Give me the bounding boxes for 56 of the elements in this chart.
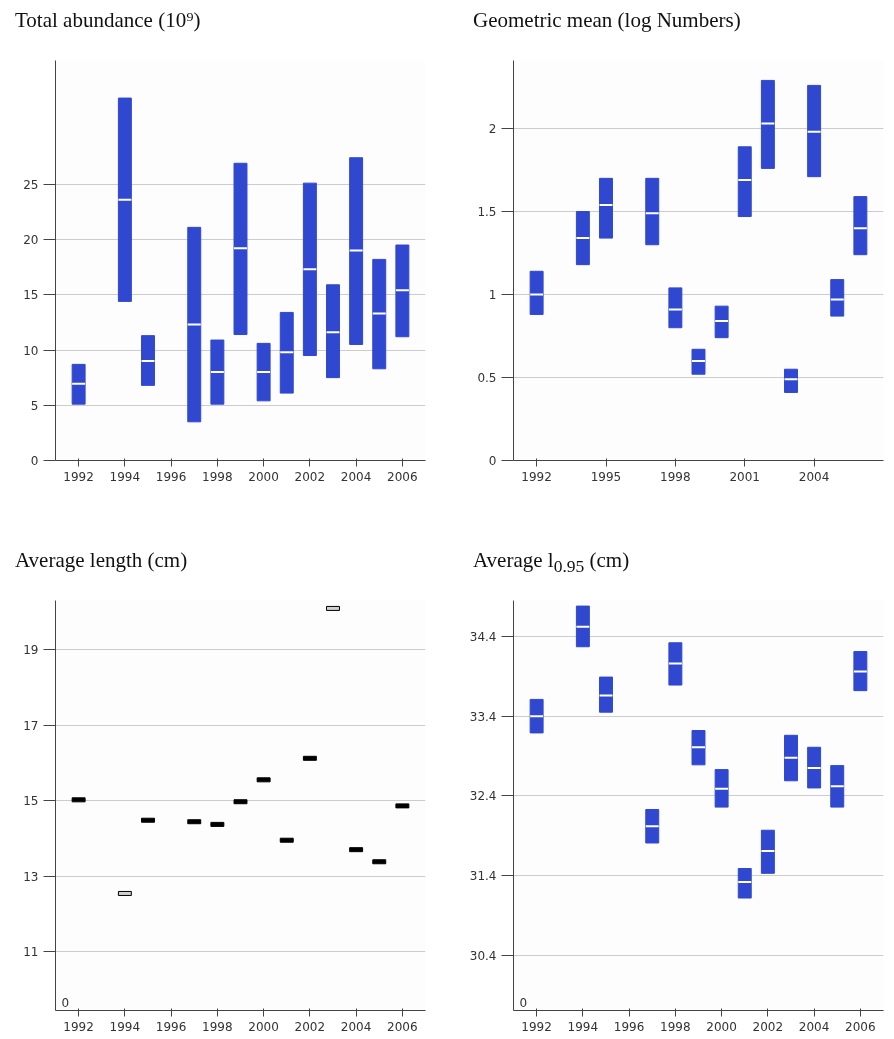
y-tick-label: 15 [23,288,39,303]
x-tick-label: 2006 [845,1019,876,1034]
annotation: 0 [519,995,528,1010]
x-tick-label: 1998 [660,469,691,484]
chart-title: Total abundance (10⁹) [15,7,201,34]
y-tick-label: 0 [488,454,497,468]
y-tick-label: 34.4 [469,629,497,644]
x-tick-label: 1992 [63,1019,94,1034]
y-tick-label: 20 [23,233,39,248]
x-tick-label: 2006 [387,1019,418,1034]
y-tick-label: 15 [23,794,39,809]
y-tick-label: 0 [30,454,39,468]
x-tick-label: 1998 [660,1019,691,1034]
x-tick-label: 1998 [202,469,233,484]
x-tick-label: 2000 [248,1019,279,1034]
y-tick-label: 25 [23,177,39,192]
x-tick-label: 1994 [567,1019,599,1034]
x-tick-label: 2000 [706,1019,737,1034]
x-tick-label: 2000 [248,469,279,484]
x-tick-label: 2006 [387,469,418,484]
y-tick-label: 13 [23,869,39,884]
x-tick-label: 1992 [63,469,94,484]
x-tick-label: 1992 [521,1019,552,1034]
y-tick-label: 1.5 [477,205,497,220]
x-tick-label: 2002 [752,1019,784,1034]
y-tick-label: 2 [488,122,497,137]
y-tick-label: 10 [23,343,39,358]
x-tick-label: 2004 [798,1019,830,1034]
y-tick-label: 17 [23,718,39,733]
y-tick-label: 32.4 [469,789,497,804]
y-tick-label: 19 [23,643,39,658]
x-tick-label: 2004 [340,469,372,484]
y-tick-label: 5 [30,398,39,413]
y-tick-label: 0.5 [477,371,497,386]
annotation: 0 [61,995,70,1010]
x-tick-label: 1996 [613,1019,645,1034]
x-tick-label: 2002 [294,1019,326,1034]
y-tick-label: 31.4 [469,869,497,884]
x-tick-label: 1996 [155,1019,187,1034]
x-tick-label: 1998 [202,1019,233,1034]
x-tick-label: 2004 [798,469,830,484]
x-tick-label: 1996 [155,469,187,484]
y-tick-label: 1 [488,288,497,303]
x-tick-label: 1992 [521,469,552,484]
x-tick-label: 1994 [109,1019,141,1034]
chart-title: Average length (cm) [15,547,188,574]
chart-title: Geometric mean (log Numbers) [473,7,741,34]
y-tick-label: 11 [23,945,39,960]
x-tick-label: 1994 [109,469,141,484]
chart-title: Average l$_{0.95}$ (cm) [473,547,630,579]
x-tick-label: 2001 [729,469,761,484]
x-tick-label: 2002 [294,469,326,484]
x-tick-label: 2004 [340,1019,372,1034]
y-tick-label: 33.4 [469,709,497,724]
x-tick-label: 1995 [590,469,622,484]
y-tick-label: 30.4 [469,948,497,963]
